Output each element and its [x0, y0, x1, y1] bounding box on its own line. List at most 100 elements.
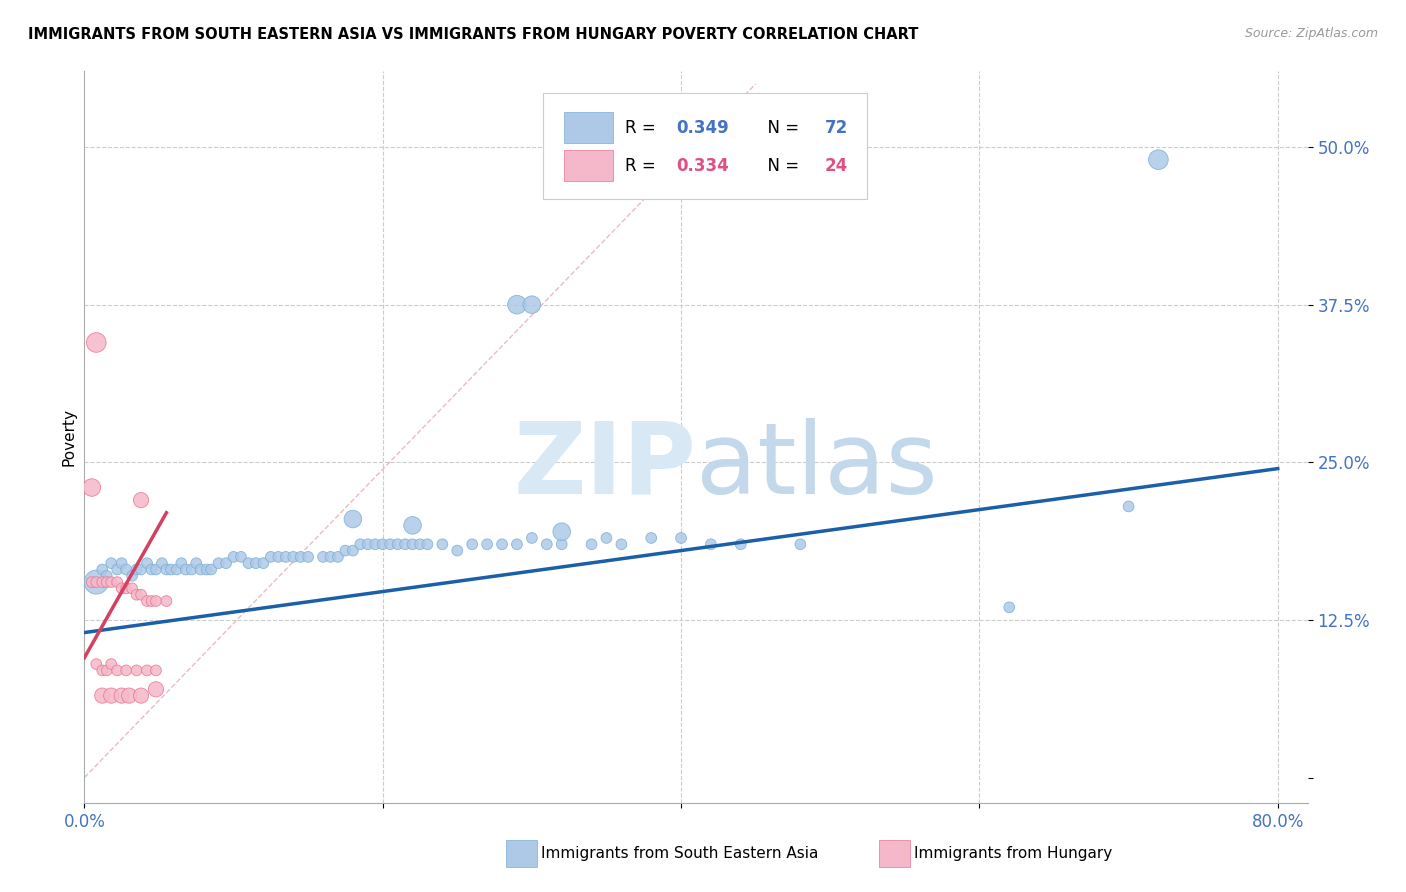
Point: [136, 556, 159, 570]
Text: Immigrants from Hungary: Immigrants from Hungary: [914, 847, 1112, 861]
Point: [100, 657, 122, 671]
Point: [121, 582, 143, 596]
Point: [700, 537, 723, 551]
Point: [520, 531, 543, 545]
Point: [998, 600, 1021, 615]
Point: [84, 575, 107, 590]
Point: [136, 594, 159, 608]
Point: [166, 562, 188, 576]
Point: [416, 537, 439, 551]
Point: [267, 549, 290, 564]
Point: [551, 524, 574, 539]
Point: [730, 537, 752, 551]
Point: [195, 562, 218, 576]
Text: Source: ZipAtlas.com: Source: ZipAtlas.com: [1244, 27, 1378, 40]
Text: N =: N =: [758, 119, 804, 136]
Point: [342, 512, 364, 526]
Point: [121, 569, 143, 583]
Text: ZIP: ZIP: [513, 417, 696, 515]
Point: [91, 689, 114, 703]
Point: [387, 537, 409, 551]
Point: [145, 682, 167, 697]
Y-axis label: Poverty: Poverty: [60, 408, 76, 467]
Point: [80, 575, 103, 590]
Text: atlas: atlas: [696, 417, 938, 515]
Point: [105, 664, 128, 678]
Text: 0.334: 0.334: [676, 157, 730, 175]
Point: [100, 689, 122, 703]
Point: [105, 562, 128, 576]
Text: 24: 24: [824, 157, 848, 175]
Point: [610, 537, 633, 551]
Point: [1118, 500, 1140, 514]
Point: [409, 537, 432, 551]
Point: [364, 537, 387, 551]
Point: [297, 549, 319, 564]
Text: IMMIGRANTS FROM SOUTH EASTERN ASIA VS IMMIGRANTS FROM HUNGARY POVERTY CORRELATIO: IMMIGRANTS FROM SOUTH EASTERN ASIA VS IM…: [28, 27, 918, 42]
Point: [145, 664, 167, 678]
Point: [319, 549, 342, 564]
Point: [252, 556, 274, 570]
Point: [145, 562, 167, 576]
Point: [155, 594, 177, 608]
Point: [401, 518, 423, 533]
Point: [115, 582, 138, 596]
Point: [91, 562, 114, 576]
Point: [125, 588, 148, 602]
Point: [129, 689, 152, 703]
Point: [229, 549, 252, 564]
Point: [312, 549, 335, 564]
Point: [222, 549, 245, 564]
Point: [129, 588, 152, 602]
Point: [84, 575, 107, 590]
Point: [84, 335, 107, 350]
Point: [595, 531, 617, 545]
Point: [111, 556, 134, 570]
Point: [84, 657, 107, 671]
Point: [100, 575, 122, 590]
Point: [506, 298, 529, 312]
Point: [129, 562, 152, 576]
Point: [91, 575, 114, 590]
Point: [283, 549, 305, 564]
Point: [1147, 153, 1170, 167]
Point: [640, 531, 662, 545]
Point: [357, 537, 380, 551]
Point: [536, 537, 558, 551]
Point: [150, 556, 173, 570]
Text: R =: R =: [626, 119, 661, 136]
Point: [111, 582, 134, 596]
Point: [789, 537, 811, 551]
Point: [125, 664, 148, 678]
Point: [96, 575, 118, 590]
Text: N =: N =: [758, 157, 804, 175]
Point: [394, 537, 416, 551]
Point: [160, 562, 183, 576]
Point: [491, 537, 513, 551]
Point: [461, 537, 484, 551]
Point: [141, 594, 163, 608]
Point: [432, 537, 454, 551]
Point: [669, 531, 692, 545]
Point: [200, 562, 222, 576]
Point: [290, 549, 312, 564]
Point: [581, 537, 603, 551]
Text: 72: 72: [824, 119, 848, 136]
Text: R =: R =: [626, 157, 661, 175]
Point: [238, 556, 260, 570]
Point: [180, 562, 202, 576]
Point: [506, 537, 529, 551]
Text: Immigrants from South Eastern Asia: Immigrants from South Eastern Asia: [541, 847, 818, 861]
Point: [551, 537, 574, 551]
Point: [207, 556, 229, 570]
Point: [129, 493, 152, 508]
Point: [174, 562, 197, 576]
Point: [186, 556, 208, 570]
Point: [96, 569, 118, 583]
Point: [141, 562, 163, 576]
Point: [91, 664, 114, 678]
Point: [215, 556, 238, 570]
Point: [145, 594, 167, 608]
Text: 0.349: 0.349: [676, 119, 730, 136]
Point: [111, 689, 134, 703]
